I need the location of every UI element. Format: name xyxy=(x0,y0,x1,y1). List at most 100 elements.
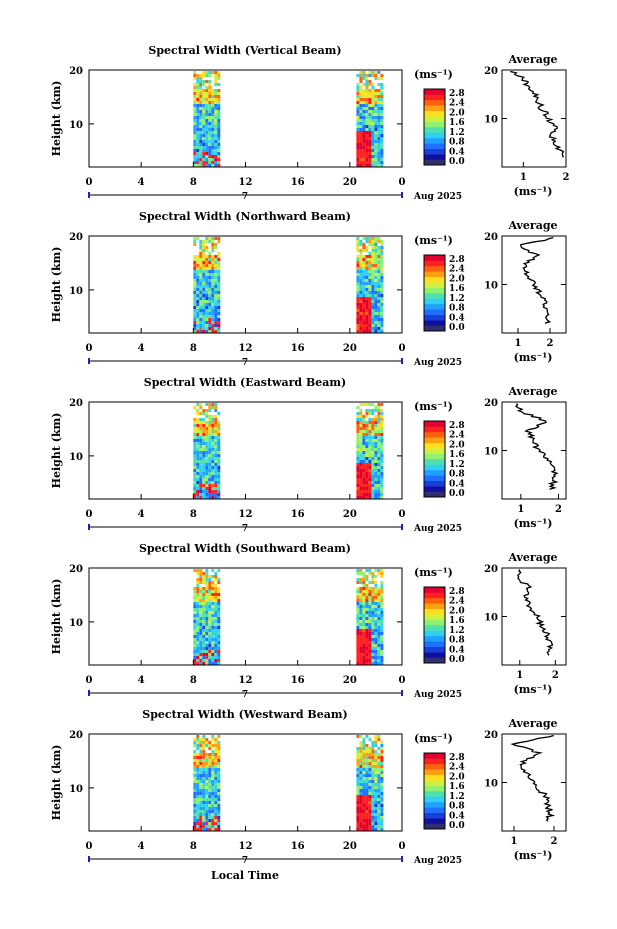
heatmap-cell xyxy=(214,789,218,792)
heatmap-cell xyxy=(205,104,209,107)
heatmap-cell xyxy=(214,128,218,131)
heatmap-cell xyxy=(202,448,206,451)
heatmap-cell xyxy=(202,306,206,309)
heatmap-cell xyxy=(362,581,366,584)
heatmap-cell xyxy=(217,318,221,321)
heatmap-cell xyxy=(356,807,360,810)
heatmap-cell xyxy=(214,647,218,650)
heatmap-cell xyxy=(208,92,212,95)
heatmap-cell xyxy=(365,463,369,466)
heatmap-cell xyxy=(196,656,200,659)
heatmap-cell xyxy=(377,777,381,780)
heatmap-cell xyxy=(368,122,372,125)
heatmap-cell xyxy=(365,777,369,780)
heatmap-cell xyxy=(377,442,381,445)
heatmap-cell xyxy=(365,294,369,297)
heatmap-cell xyxy=(208,312,212,315)
heatmap-cell xyxy=(208,493,212,496)
colorbar-swatch xyxy=(424,791,445,797)
heatmap-cell xyxy=(368,261,372,264)
colorbar-swatch xyxy=(424,763,445,770)
avg-x-tick-label: 2 xyxy=(552,670,559,681)
heatmap-cell xyxy=(217,77,221,80)
heatmap-cell xyxy=(356,107,360,110)
heatmap-cell xyxy=(365,783,369,786)
heatmap-cell xyxy=(374,466,378,469)
heatmap-cell xyxy=(374,324,378,327)
heatmap-cell xyxy=(202,620,206,623)
heatmap-cell xyxy=(380,297,384,300)
heatmap-cell xyxy=(377,569,381,572)
heatmap-cell xyxy=(205,647,209,650)
heatmap-cell xyxy=(380,442,384,445)
heatmap-cell xyxy=(377,593,381,596)
heatmap-cell xyxy=(205,629,209,632)
heatmap-cell xyxy=(199,635,203,638)
heatmap-cell xyxy=(217,146,221,149)
heatmap-cell xyxy=(217,74,221,77)
heatmap-cell xyxy=(205,297,209,300)
heatmap-cell xyxy=(214,828,218,831)
heatmap-cell xyxy=(380,140,384,143)
heatmap-cell xyxy=(371,276,375,279)
heatmap-cell xyxy=(356,475,360,478)
x-tick-label: 8 xyxy=(190,841,197,852)
heatmap-cell xyxy=(202,617,206,620)
heatmap-cell xyxy=(193,321,197,324)
heatmap-cell xyxy=(377,436,381,439)
heatmap-cell xyxy=(217,828,221,831)
heatmap-cell xyxy=(202,807,206,810)
heatmap-cell xyxy=(377,478,381,481)
heatmap-cell xyxy=(377,258,381,261)
heatmap-cell xyxy=(359,264,363,267)
heatmap-cell xyxy=(208,125,212,128)
heatmap-cell xyxy=(371,780,375,783)
avg-x-tick-label: 1 xyxy=(511,836,518,847)
heatmap-cell xyxy=(208,146,212,149)
heatmap-cell xyxy=(211,828,215,831)
heatmap-cell xyxy=(208,460,212,463)
heatmap-cell xyxy=(374,445,378,448)
heatmap-cell xyxy=(356,98,360,101)
heatmap-cell xyxy=(368,484,372,487)
heatmap-cell xyxy=(371,122,375,125)
heatmap-cell xyxy=(380,255,384,258)
heatmap-cell xyxy=(193,261,197,264)
heatmap-cell xyxy=(205,309,209,312)
heatmap-cell xyxy=(208,605,212,608)
heatmap-cell xyxy=(202,756,206,759)
heatmap-cell xyxy=(214,318,218,321)
heatmap-cell xyxy=(374,140,378,143)
heatmap-cell xyxy=(374,451,378,454)
heatmap-cell xyxy=(208,753,212,756)
heatmap-cell xyxy=(371,424,375,427)
heatmap-cell xyxy=(359,285,363,288)
heatmap-cell xyxy=(208,403,212,406)
heatmap-cell xyxy=(202,137,206,140)
heatmap-cell xyxy=(377,466,381,469)
heatmap-cell xyxy=(356,327,360,330)
heatmap-cell xyxy=(380,460,384,463)
heatmap-cell xyxy=(217,798,221,801)
heatmap-cell xyxy=(371,282,375,285)
heatmap-cell xyxy=(202,240,206,243)
heatmap-cell xyxy=(380,146,384,149)
heatmap-cell xyxy=(211,321,215,324)
heatmap-cell xyxy=(368,436,372,439)
heatmap-cell xyxy=(199,819,203,822)
heatmap-cell xyxy=(205,623,209,626)
heatmap-cell xyxy=(374,647,378,650)
heatmap-cell xyxy=(214,140,218,143)
colorbar-frame xyxy=(423,586,446,664)
heatmap-cell xyxy=(214,261,218,264)
heatmap-cell xyxy=(362,327,366,330)
heatmap-cell xyxy=(368,783,372,786)
x-tick-label: 8 xyxy=(190,509,197,520)
heatmap-cell xyxy=(196,738,200,741)
heatmap-cell xyxy=(205,632,209,635)
heatmap-cell xyxy=(205,155,209,158)
heatmap-cell xyxy=(214,95,218,98)
heatmap-cell xyxy=(217,451,221,454)
heatmap-cell xyxy=(365,575,369,578)
heatmap-cell xyxy=(362,246,366,249)
